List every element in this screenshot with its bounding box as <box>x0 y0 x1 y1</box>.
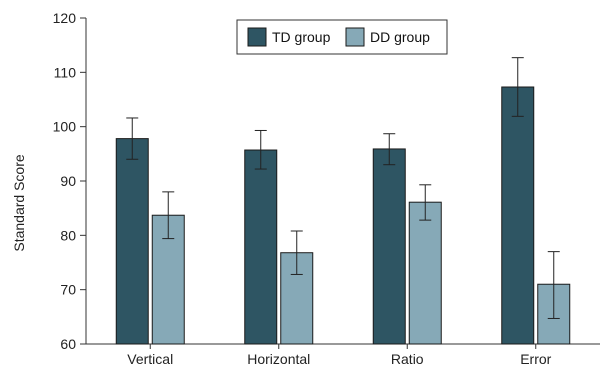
legend-swatch-dd <box>345 27 365 47</box>
error-bar-td-horizontal <box>254 129 267 170</box>
error-bar-td-error <box>511 57 524 117</box>
bar-dd-ratio <box>408 201 442 345</box>
error-bar-dd-vertical <box>162 191 175 240</box>
legend-swatch-td <box>247 27 267 47</box>
bars-layer <box>115 86 571 345</box>
y-tick-label: 120 <box>53 10 77 26</box>
error-bar-dd-horizontal <box>290 230 303 275</box>
y-tick-label: 80 <box>60 227 76 243</box>
y-tick-label: 100 <box>53 119 77 135</box>
x-tick-labels: Vertical Horizontal Ratio Error <box>127 351 551 367</box>
error-bar-td-vertical <box>126 117 139 160</box>
bar-dd-vertical <box>151 214 185 345</box>
bar-td-error <box>501 86 535 345</box>
bar-td-ratio <box>372 148 406 345</box>
bar-td-vertical <box>115 138 149 345</box>
legend-label-td: TD group <box>272 29 331 45</box>
y-tick-label: 60 <box>60 336 76 352</box>
legend-box <box>236 19 448 55</box>
y-tick-label: 110 <box>54 64 77 80</box>
x-tick-label: Horizontal <box>247 351 310 367</box>
error-bar-dd-ratio <box>419 184 432 221</box>
x-tick-label: Vertical <box>127 351 173 367</box>
legend: TD group DD group <box>236 19 448 55</box>
y-axis-title: Standard Score <box>11 154 27 251</box>
legend-label-dd: DD group <box>370 29 430 45</box>
y-tick-label: 70 <box>60 282 76 298</box>
x-tick-label: Error <box>520 351 551 367</box>
y-tick-label: 90 <box>60 173 76 189</box>
error-bar-dd-error <box>547 251 560 319</box>
error-bars-layer <box>126 57 560 319</box>
x-tick-label: Ratio <box>391 351 424 367</box>
error-bar-td-ratio <box>383 133 396 166</box>
bar-td-horizontal <box>244 149 278 345</box>
